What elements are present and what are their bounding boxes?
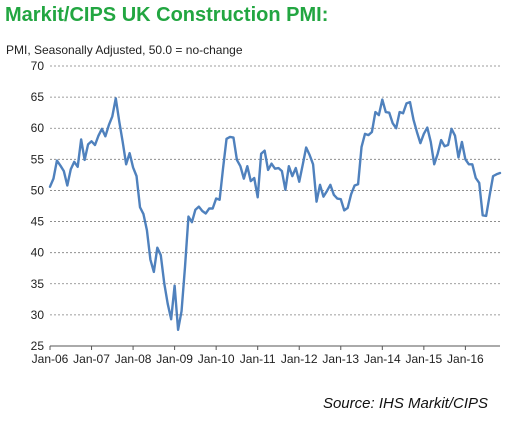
x-axis: Jan-06 Jan-07 Jan-08 Jan-09 Jan-10 Jan-11 Jan-…: [32, 345, 500, 366]
series-layer: [48, 97, 502, 332]
x-tick-label: Jan-10: [198, 352, 235, 366]
x-tick-label: Jan-09: [156, 352, 193, 366]
y-tick-label: 35: [31, 277, 45, 291]
y-tick-label: 45: [31, 215, 45, 229]
y-tick-label: 25: [31, 339, 45, 353]
series-line-0: [48, 97, 502, 332]
y-tick-label: 50: [31, 183, 45, 197]
x-tick-label: Jan-08: [115, 352, 152, 366]
x-tick-label: Jan-14: [364, 352, 401, 366]
chart-title: Markit/CIPS UK Construction PMI:: [5, 4, 329, 26]
x-tick-label: Jan-13: [322, 352, 359, 366]
gridlines: [50, 65, 500, 316]
chart-subtitle: PMI, Seasonally Adjusted, 50.0 = no-chan…: [6, 43, 243, 57]
y-axis-ticks: 25 30 35 40 45 50 55 60 65 70: [31, 59, 45, 353]
y-tick-label: 30: [31, 308, 45, 322]
y-tick-label: 65: [31, 90, 45, 104]
source-note: Source: IHS Markit/CIPS: [322, 395, 488, 412]
y-tick-label: 70: [31, 59, 45, 73]
y-tick-label: 40: [31, 246, 45, 260]
y-tick-label: 55: [31, 152, 45, 166]
x-tick-label: Jan-12: [281, 352, 318, 366]
x-tick-label: Jan-11: [240, 352, 276, 366]
y-tick-label: 60: [31, 121, 45, 135]
x-tick-label: Jan-06: [32, 352, 69, 366]
x-tick-label: Jan-16: [447, 352, 484, 366]
x-tick-label: Jan-15: [405, 352, 442, 366]
x-tick-label: Jan-07: [73, 352, 110, 366]
